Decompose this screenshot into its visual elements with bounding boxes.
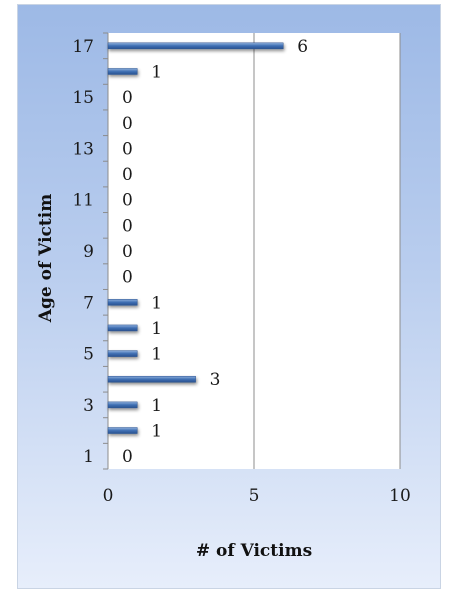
bar [107, 375, 196, 383]
data-label: 1 [151, 422, 162, 442]
y-tick-label: 13 [72, 139, 94, 159]
data-label: 3 [210, 370, 221, 390]
bar [107, 350, 138, 357]
bar [107, 401, 138, 409]
data-label: 1 [151, 62, 162, 82]
y-tick-label: 9 [83, 242, 94, 262]
x-tick-label: 10 [389, 486, 411, 506]
y-tick-label: 7 [83, 293, 94, 313]
bar [107, 42, 284, 50]
bar [107, 427, 138, 434]
x-tick-label: 0 [103, 486, 114, 506]
y-tick-label: 15 [72, 88, 94, 108]
chart-frame: 0 5 10 1 3 5 7 9 11 13 15 17 0 1 1 3 1 1 1 0 0 0 0 0 0 0 0 1 6 # of … [17, 4, 441, 589]
y-tick-label: 3 [83, 396, 94, 416]
data-label: 0 [122, 191, 133, 211]
x-tick-label: 5 [249, 486, 260, 506]
data-label: 1 [151, 293, 162, 313]
data-label: 0 [122, 447, 133, 467]
data-label: 1 [151, 319, 162, 339]
data-label: 0 [122, 216, 133, 236]
y-tick-label: 17 [72, 37, 94, 57]
data-label: 0 [122, 88, 133, 108]
data-label: 0 [122, 268, 133, 288]
bar [107, 299, 138, 306]
data-label: 0 [122, 114, 133, 134]
data-label: 0 [122, 139, 133, 159]
data-label: 6 [297, 37, 308, 57]
data-label: 0 [122, 242, 133, 262]
data-label: 1 [151, 396, 162, 416]
y-tick-label: 11 [72, 191, 94, 211]
bar [107, 68, 138, 75]
y-axis-title: Age of Victim [36, 194, 56, 323]
y-tick-label: 1 [83, 447, 94, 467]
bar [107, 324, 138, 332]
x-axis-title: # of Victims [196, 541, 312, 561]
data-label: 0 [122, 165, 133, 185]
y-tick-label: 5 [83, 345, 94, 365]
data-label: 1 [151, 345, 162, 365]
